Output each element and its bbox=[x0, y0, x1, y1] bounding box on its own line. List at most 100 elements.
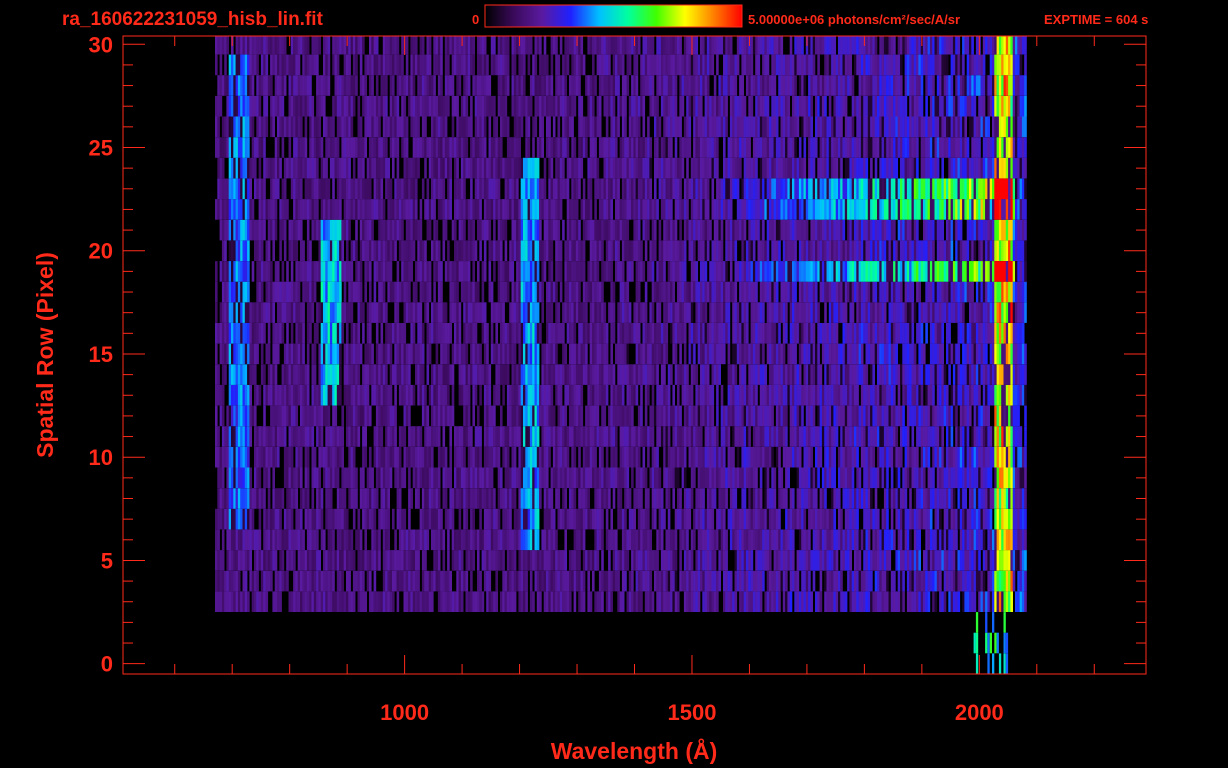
heatmap-cell bbox=[1019, 550, 1023, 571]
heatmap-cell bbox=[369, 364, 372, 385]
heatmap-cell bbox=[943, 591, 947, 612]
heatmap-cell bbox=[277, 343, 280, 365]
heatmap-cell bbox=[709, 343, 712, 365]
heatmap-cell bbox=[520, 302, 524, 323]
heatmap-cell bbox=[373, 488, 377, 509]
heatmap-cell bbox=[927, 384, 931, 406]
heatmap-cell bbox=[769, 384, 772, 406]
heatmap-cell bbox=[357, 550, 361, 571]
heatmap-cell bbox=[973, 508, 977, 530]
heatmap-cell bbox=[226, 467, 229, 489]
heatmap-cell bbox=[562, 323, 565, 344]
heatmap-cell bbox=[520, 550, 524, 571]
heatmap-cell bbox=[741, 570, 744, 592]
heatmap-cell bbox=[318, 488, 321, 509]
heatmap-cell bbox=[415, 302, 418, 323]
heatmap-cell bbox=[288, 467, 292, 489]
heatmap-cell bbox=[564, 302, 567, 323]
heatmap-cell bbox=[665, 550, 669, 571]
heatmap-cell bbox=[748, 426, 751, 447]
heatmap-cell bbox=[525, 467, 528, 489]
heatmap-cell bbox=[736, 529, 740, 551]
heatmap-cell bbox=[672, 446, 675, 468]
heatmap-cell bbox=[863, 384, 866, 406]
heatmap-cell bbox=[529, 281, 533, 303]
heatmap-cell bbox=[994, 343, 997, 365]
heatmap-cell bbox=[479, 508, 482, 530]
heatmap-cell bbox=[509, 529, 512, 551]
heatmap-cell bbox=[472, 343, 475, 365]
heatmap-cell bbox=[440, 302, 443, 323]
heatmap-cell bbox=[863, 446, 866, 468]
heatmap-cell bbox=[890, 570, 894, 592]
heatmap-cell bbox=[281, 426, 285, 447]
heatmap-cell bbox=[996, 488, 1000, 509]
heatmap-cell bbox=[621, 426, 625, 447]
heatmap-cell bbox=[279, 281, 282, 303]
heatmap-cell bbox=[488, 426, 492, 447]
heatmap-cell bbox=[718, 364, 721, 385]
heatmap-cell bbox=[394, 364, 397, 385]
heatmap-cell bbox=[260, 591, 264, 612]
heatmap-cell bbox=[801, 281, 804, 303]
heatmap-cell bbox=[325, 323, 328, 344]
heatmap-cell bbox=[780, 364, 784, 385]
heatmap-cell bbox=[463, 446, 466, 468]
heatmap-cell bbox=[233, 302, 236, 323]
heatmap-cell bbox=[851, 281, 855, 303]
heatmap-cell bbox=[573, 550, 577, 571]
heatmap-cell bbox=[946, 446, 949, 468]
heatmap-cell bbox=[529, 384, 533, 406]
heatmap-cell bbox=[1003, 529, 1007, 551]
heatmap-cell bbox=[449, 426, 452, 447]
heatmap-cell bbox=[302, 323, 305, 344]
heatmap-cell bbox=[394, 384, 397, 406]
heatmap-cell bbox=[854, 508, 857, 530]
heatmap-cell bbox=[557, 446, 561, 468]
heatmap-cell bbox=[610, 529, 613, 551]
heatmap-cell bbox=[355, 364, 358, 385]
heatmap-cell bbox=[483, 488, 487, 509]
heatmap-cell bbox=[426, 426, 430, 447]
heatmap-cell bbox=[219, 261, 223, 282]
heatmap-cell bbox=[847, 529, 850, 551]
heatmap-cell bbox=[637, 426, 641, 447]
heatmap-cell bbox=[987, 364, 990, 385]
heatmap-cell bbox=[594, 261, 597, 282]
heatmap-cell bbox=[270, 364, 273, 385]
heatmap-cell bbox=[518, 405, 521, 427]
heatmap-cell bbox=[311, 261, 315, 282]
heatmap-cell bbox=[596, 426, 600, 447]
heatmap-cell bbox=[228, 446, 232, 468]
heatmap-cell bbox=[437, 591, 441, 612]
heatmap-cell bbox=[792, 529, 795, 551]
heatmap-cell bbox=[936, 302, 940, 323]
heatmap-cell bbox=[543, 343, 547, 365]
heatmap-cell bbox=[233, 343, 236, 365]
heatmap-cell bbox=[244, 570, 248, 592]
heatmap-cell bbox=[867, 550, 871, 571]
heatmap-cell bbox=[748, 488, 751, 509]
heatmap-cell bbox=[828, 570, 832, 592]
heatmap-cell bbox=[762, 570, 765, 592]
heatmap-cell bbox=[971, 426, 974, 447]
heatmap-cell bbox=[550, 488, 554, 509]
heatmap-cell bbox=[454, 343, 457, 365]
heatmap-cell bbox=[927, 364, 931, 385]
heatmap-cell bbox=[550, 364, 554, 385]
heatmap-cell bbox=[787, 384, 790, 406]
heatmap-cell bbox=[775, 384, 779, 406]
heatmap-cell bbox=[424, 550, 427, 571]
heatmap-cell bbox=[504, 591, 508, 612]
heatmap-cell bbox=[978, 302, 981, 323]
heatmap-cell bbox=[449, 302, 452, 323]
heatmap-cell bbox=[734, 281, 738, 303]
heatmap-cell bbox=[550, 570, 554, 592]
heatmap-cell bbox=[217, 446, 220, 468]
heatmap-cell bbox=[998, 529, 1002, 551]
heatmap-cell bbox=[352, 508, 356, 530]
heatmap-cell bbox=[327, 570, 331, 592]
heatmap-cell bbox=[394, 570, 397, 592]
heatmap-cell bbox=[228, 405, 232, 427]
heatmap-cell bbox=[985, 488, 988, 509]
